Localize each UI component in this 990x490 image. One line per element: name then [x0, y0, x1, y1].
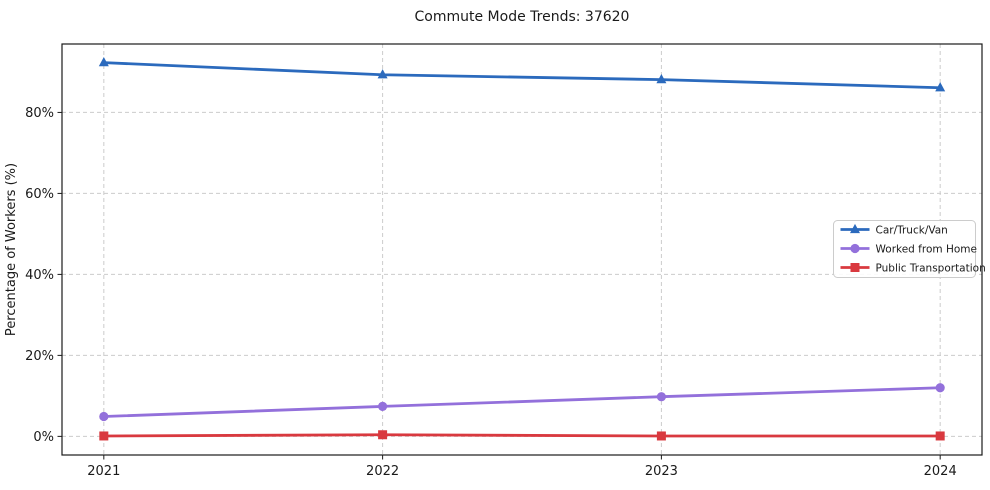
circle-marker-worked-from-home [656, 392, 666, 402]
legend-box [833, 220, 976, 278]
square-marker-public-transportation [935, 431, 945, 441]
series-layer [98, 57, 946, 441]
axes-layer: 0% 20% 40% 60% 80% 2021 2022 2023 2024 [25, 43, 983, 479]
legend-label-car-truck-van: Car/Truck/Van [876, 224, 948, 236]
chart-title: Commute Mode Trends: 37620 [415, 9, 630, 25]
y-axis-label: Percentage of Workers (%) [4, 163, 19, 336]
circle-marker-worked-from-home [378, 401, 388, 412]
legend-circle-marker-worked-from-home [850, 243, 860, 254]
series-line-car-truck-van [102, 61, 942, 90]
triangle-marker-car-truck-van [377, 69, 388, 79]
y-tick-label: 80% [25, 106, 54, 121]
square-marker-public-transportation [99, 431, 109, 441]
circle-marker-worked-from-home [935, 383, 945, 393]
x-tick-label: 2024 [924, 464, 957, 479]
plot-frame [61, 43, 983, 456]
legend: Car/Truck/Van Worked from Home Public Tran… [833, 220, 986, 278]
x-tick-label: 2021 [87, 464, 120, 479]
legend-label-worked-from-home: Worked from Home [876, 243, 977, 255]
series-line-worked-from-home [102, 386, 942, 418]
legend-square-marker-public-transportation [850, 263, 860, 272]
y-tick-label: 20% [25, 349, 54, 364]
square-marker-public-transportation [378, 430, 388, 440]
y-tick-label: 60% [25, 187, 54, 202]
y-tick-label: 0% [33, 430, 54, 445]
x-tick-label: 2023 [645, 464, 678, 479]
legend-label-public-transportation: Public Transportation [876, 262, 986, 274]
x-tick-label: 2022 [366, 464, 399, 479]
triangle-marker-car-truck-van [98, 57, 109, 67]
legend-triangle-marker-car-truck-van [850, 223, 860, 234]
series-line-public-transportation [102, 433, 942, 438]
triangle-marker-car-truck-van [656, 74, 667, 84]
y-tick-label: 40% [25, 268, 54, 283]
triangle-marker-car-truck-van [935, 82, 946, 92]
square-marker-public-transportation [656, 431, 666, 441]
circle-marker-worked-from-home [99, 411, 109, 422]
